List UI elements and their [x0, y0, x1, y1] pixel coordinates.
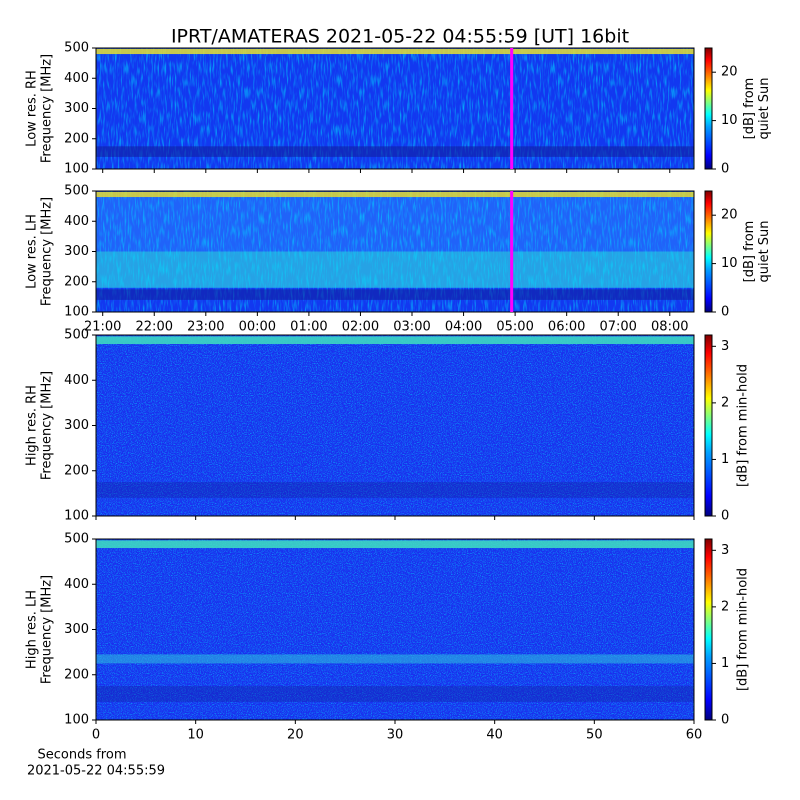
- colorbar: [704, 190, 713, 313]
- colorbar-tick-label: 20: [721, 65, 738, 80]
- y-axis-label: Frequency [MHz]: [40, 371, 55, 480]
- x-tick-label: 00:00: [239, 320, 276, 335]
- x-tick-label: 05:00: [496, 320, 533, 335]
- x-tick-label: 60: [686, 728, 703, 743]
- y-axis-label: High res. LH: [25, 590, 40, 669]
- x-tick-label: 07:00: [599, 320, 636, 335]
- colorbar-tick-label: 20: [721, 208, 738, 223]
- x-tick-label: 10: [187, 728, 204, 743]
- spectrogram-dark-band: [96, 686, 694, 702]
- colorbar-tick-label: 1: [721, 452, 729, 467]
- x-tick-label: 23:00: [187, 320, 224, 335]
- x-tick-label: 50: [586, 728, 603, 743]
- spectrogram-dark-band: [96, 146, 694, 157]
- y-tick-label: 100: [64, 509, 89, 524]
- x-axis-label: 2021-05-22 04:55:59: [27, 764, 165, 779]
- y-axis-label: Low res. RH: [25, 70, 40, 147]
- y-tick-label: 400: [64, 577, 89, 592]
- y-axis-label: Low res. LH: [25, 214, 40, 289]
- colorbar-label: [dB] from: [742, 221, 757, 283]
- y-tick-label: 200: [64, 274, 89, 289]
- colorbar-label: quiet Sun: [757, 220, 772, 282]
- colorbar-label: [dB] from: [742, 78, 757, 140]
- colorbar-tick-label: 3: [721, 339, 729, 354]
- spectrogram-top-band: [96, 191, 694, 198]
- spectrogram-dark-band: [96, 482, 694, 498]
- y-tick-label: 200: [64, 131, 89, 146]
- y-tick-label: 500: [64, 41, 89, 56]
- x-tick-label: 30: [387, 728, 404, 743]
- x-tick-label: 02:00: [342, 320, 379, 335]
- y-tick-label: 200: [64, 667, 89, 682]
- colorbar: [704, 334, 713, 517]
- y-tick-label: 300: [64, 101, 89, 116]
- x-tick-label: 04:00: [445, 320, 482, 335]
- chart-title: IPRT/AMATERAS 2021-05-22 04:55:59 [UT] 1…: [171, 26, 629, 48]
- colorbar-label: [dB] from min-hold: [736, 364, 751, 487]
- colorbar-tick-label: 2: [721, 599, 729, 614]
- spectrogram-dark-band: [96, 289, 694, 300]
- x-tick-label: 22:00: [136, 320, 173, 335]
- colorbar-tick-label: 0: [721, 162, 729, 177]
- colorbar-tick-label: 0: [721, 305, 729, 320]
- spectrogram-top-band: [96, 540, 694, 549]
- y-tick-label: 300: [64, 418, 89, 433]
- spectrogram-band: [96, 654, 694, 664]
- x-tick-label: 40: [486, 728, 503, 743]
- spectrogram-texture: [96, 539, 694, 720]
- colorbar-tick-label: 2: [721, 395, 729, 410]
- x-axis-label: Seconds from: [37, 748, 126, 763]
- colorbar-tick-label: 0: [721, 713, 729, 728]
- y-tick-label: 100: [64, 713, 89, 728]
- y-tick-label: 500: [64, 328, 89, 343]
- y-axis-label: High res. RH: [25, 385, 40, 466]
- y-tick-label: 400: [64, 214, 89, 229]
- x-tick-label: 21:00: [84, 320, 121, 335]
- x-tick-label: 03:00: [393, 320, 430, 335]
- y-tick-label: 100: [64, 305, 89, 320]
- colorbar-tick-label: 3: [721, 543, 729, 558]
- y-tick-label: 400: [64, 71, 89, 86]
- x-tick-label: 0: [92, 728, 100, 743]
- y-tick-label: 100: [64, 162, 89, 177]
- colorbar-tick-label: 10: [721, 113, 738, 128]
- x-tick-label: 08:00: [651, 320, 688, 335]
- colorbar-label: quiet Sun: [757, 77, 772, 139]
- y-axis-label: Frequency [MHz]: [40, 197, 55, 306]
- colorbar-label: [dB] from min-hold: [736, 568, 751, 691]
- y-tick-label: 500: [64, 532, 89, 547]
- colorbar-tick-label: 0: [721, 509, 729, 524]
- y-tick-label: 300: [64, 622, 89, 637]
- y-tick-label: 200: [64, 463, 89, 478]
- spectrogram-top-band: [96, 48, 694, 55]
- x-tick-label: 01:00: [290, 320, 327, 335]
- y-tick-label: 300: [64, 244, 89, 259]
- colorbar-tick-label: 10: [721, 256, 738, 271]
- colorbar-tick-label: 1: [721, 656, 729, 671]
- colorbar: [704, 538, 713, 721]
- y-tick-label: 500: [64, 184, 89, 199]
- y-axis-label: Frequency [MHz]: [40, 54, 55, 163]
- y-tick-label: 400: [64, 373, 89, 388]
- x-tick-label: 20: [287, 728, 304, 743]
- y-axis-label: Frequency [MHz]: [40, 575, 55, 684]
- x-tick-label: 06:00: [548, 320, 585, 335]
- spectrogram-texture: [96, 335, 694, 516]
- spectrogram-top-band: [96, 336, 694, 345]
- colorbar: [704, 47, 713, 170]
